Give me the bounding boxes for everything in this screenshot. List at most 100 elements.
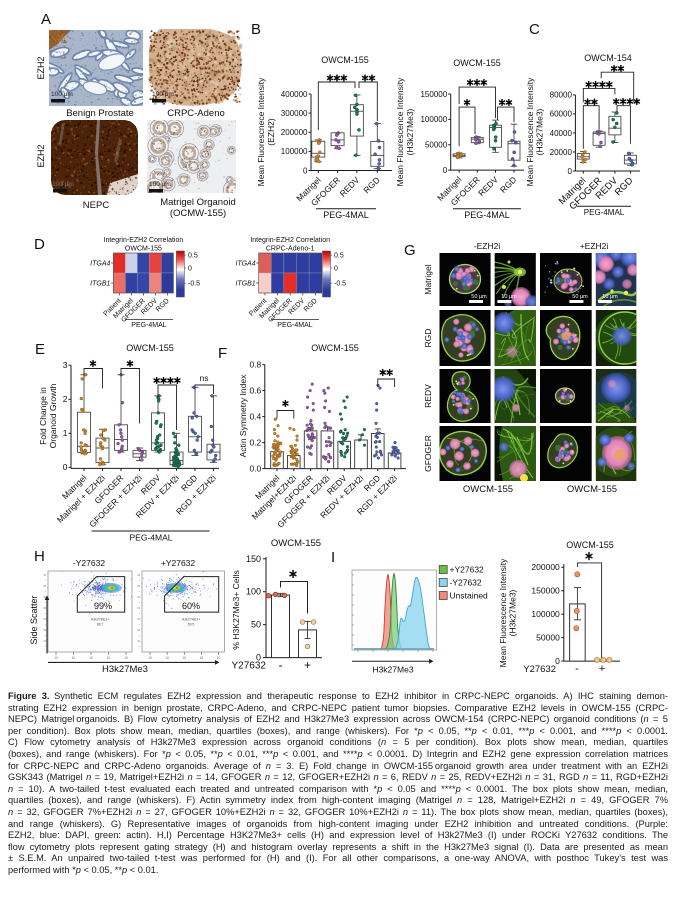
svg-text:(EZH2): (EZH2) xyxy=(266,118,276,146)
svg-text:0: 0 xyxy=(334,266,338,273)
svg-text:0: 0 xyxy=(555,656,560,666)
svg-text:Mean Fluorescence Intensity: Mean Fluorescence Intensity xyxy=(395,77,405,186)
svg-text:-EZH2i: -EZH2i xyxy=(474,241,501,251)
svg-text:OWCM-155: OWCM-155 xyxy=(126,343,174,353)
svg-text:80000: 80000 xyxy=(550,91,573,100)
svg-text:RGD: RGD xyxy=(155,297,171,313)
svg-text:0.2: 0.2 xyxy=(249,437,261,447)
svg-text:ITGB1: ITGB1 xyxy=(90,281,110,288)
svg-text:OWCM-155: OWCM-155 xyxy=(321,55,369,65)
svg-text:REDV: REDV xyxy=(423,384,433,408)
svg-text:OWCM-155: OWCM-155 xyxy=(311,343,359,353)
svg-text:RGD: RGD xyxy=(303,297,319,313)
svg-text:PEG-4MAL: PEG-4MAL xyxy=(130,533,173,543)
svg-text:10: 10 xyxy=(72,656,76,660)
svg-text:10: 10 xyxy=(124,656,128,660)
svg-text:0.0: 0.0 xyxy=(249,463,261,473)
svg-text:Mean Fluorescence Intensity: Mean Fluorescence Intensity xyxy=(498,558,508,667)
svg-text:Organoid Growth: Organoid Growth xyxy=(48,383,58,448)
svg-text:50.5: 50.5 xyxy=(188,623,195,627)
svg-text:0: 0 xyxy=(443,166,448,175)
svg-text:50000: 50000 xyxy=(425,141,448,150)
svg-text:OWCM-155: OWCM-155 xyxy=(567,484,617,495)
svg-text:40000: 40000 xyxy=(550,129,573,138)
svg-text:2: 2 xyxy=(63,394,68,404)
svg-text:0: 0 xyxy=(567,167,572,176)
svg-text:200000: 200000 xyxy=(531,562,560,572)
svg-text:10 μm: 10 μm xyxy=(501,294,517,300)
svg-text:0: 0 xyxy=(188,266,192,273)
svg-text:100 μm: 100 μm xyxy=(51,91,73,98)
svg-text:200000: 200000 xyxy=(281,128,308,137)
svg-text:-0.5: -0.5 xyxy=(188,281,200,288)
svg-text:H3k27Me3+: H3k27Me3+ xyxy=(91,618,109,622)
svg-text:100000: 100000 xyxy=(531,609,560,619)
svg-text:-Y27632: -Y27632 xyxy=(450,578,482,588)
svg-text:H3k27Me3+: H3k27Me3+ xyxy=(182,618,200,622)
svg-text:(H3k27Me3): (H3k27Me3) xyxy=(535,108,545,155)
svg-text:0.6: 0.6 xyxy=(249,385,261,395)
svg-text:OWCM-154: OWCM-154 xyxy=(584,53,632,63)
svg-text:F: F xyxy=(218,345,227,362)
svg-text:10: 10 xyxy=(165,656,169,660)
svg-text:% H3K27Me3+ Cells: % H3K27Me3+ Cells xyxy=(231,570,241,650)
svg-text:100: 100 xyxy=(246,587,261,597)
svg-text:+: + xyxy=(599,663,605,675)
svg-text:Mean Fluorescnece Intensity: Mean Fluorescnece Intensity xyxy=(256,77,266,186)
svg-text:Unstained: Unstained xyxy=(450,591,489,601)
svg-text:10: 10 xyxy=(54,656,58,660)
svg-text:50 μm: 50 μm xyxy=(471,294,487,300)
svg-text:3: 3 xyxy=(63,360,68,370)
svg-text:RGD: RGD xyxy=(361,175,381,195)
svg-text:1: 1 xyxy=(63,428,68,438)
svg-text:OWCM-155: OWCM-155 xyxy=(566,540,614,550)
svg-text:10: 10 xyxy=(148,656,152,660)
svg-text:PEG-4MAL: PEG-4MAL xyxy=(277,322,313,329)
svg-text:A: A xyxy=(41,11,51,28)
svg-text:CRPC-Adeno-1: CRPC-Adeno-1 xyxy=(266,246,315,253)
svg-text:(OCMW-155): (OCMW-155) xyxy=(170,208,226,219)
svg-text:+Y27632: +Y27632 xyxy=(450,565,485,575)
svg-text:H3k27Me3: H3k27Me3 xyxy=(372,665,413,675)
svg-text:-0.5: -0.5 xyxy=(334,281,346,288)
svg-text:50000: 50000 xyxy=(536,632,560,642)
svg-text:REDV: REDV xyxy=(476,174,500,198)
svg-text:98.7: 98.7 xyxy=(97,623,104,627)
svg-text:10: 10 xyxy=(89,656,93,660)
svg-text:-Y27632: -Y27632 xyxy=(73,558,105,568)
svg-text:Matrigel Organoid: Matrigel Organoid xyxy=(160,197,236,208)
svg-text:EZH2: EZH2 xyxy=(36,144,46,167)
svg-text:RGD: RGD xyxy=(498,174,518,194)
svg-text:OWCM-155: OWCM-155 xyxy=(463,484,513,495)
svg-text:150000: 150000 xyxy=(531,586,560,596)
svg-text:0.5: 0.5 xyxy=(188,253,198,260)
svg-text:PEG-4MAL: PEG-4MAL xyxy=(464,210,510,220)
svg-text:OWCM-155: OWCM-155 xyxy=(271,538,321,549)
svg-text:ITGA4: ITGA4 xyxy=(90,261,110,268)
svg-text:60000: 60000 xyxy=(550,110,573,119)
svg-text:Integrin-EZH2 Correlation: Integrin-EZH2 Correlation xyxy=(104,237,184,244)
svg-text:Benign Prostate: Benign Prostate xyxy=(66,108,134,119)
svg-text:50: 50 xyxy=(251,620,261,630)
svg-text:300000: 300000 xyxy=(281,109,308,118)
svg-text:CRPC-Adeno: CRPC-Adeno xyxy=(167,108,225,119)
svg-text:Fold Change in: Fold Change in xyxy=(38,387,48,445)
svg-text:OWCM-155: OWCM-155 xyxy=(453,58,501,68)
svg-text:+Y27632: +Y27632 xyxy=(161,558,196,568)
svg-text:0: 0 xyxy=(303,166,308,175)
svg-text:400000: 400000 xyxy=(281,90,308,99)
svg-text:100 μm: 100 μm xyxy=(52,181,74,188)
svg-text:Y27632: Y27632 xyxy=(232,661,267,672)
svg-text:E: E xyxy=(35,341,45,358)
svg-text:10: 10 xyxy=(200,656,204,660)
svg-text:C: C xyxy=(529,21,540,38)
svg-text:0.4: 0.4 xyxy=(249,411,261,421)
svg-text:-: - xyxy=(279,658,283,672)
svg-text:100 μm: 100 μm xyxy=(152,91,174,98)
svg-text:Matrigel: Matrigel xyxy=(423,264,433,294)
svg-text:RGD: RGD xyxy=(423,329,433,348)
svg-text:10: 10 xyxy=(107,656,111,660)
svg-text:20000: 20000 xyxy=(550,148,573,157)
svg-text:I: I xyxy=(331,549,335,566)
svg-text:100 μm: 100 μm xyxy=(149,181,171,188)
